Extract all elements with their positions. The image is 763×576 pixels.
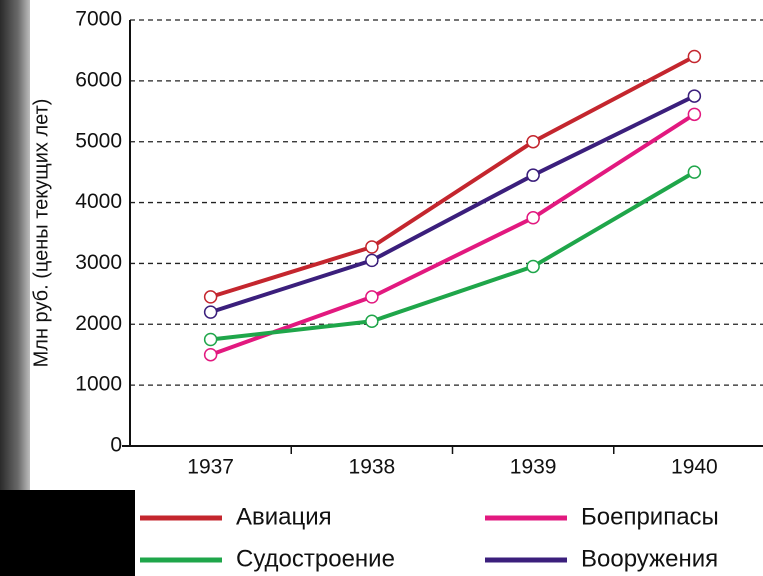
x-tick-label: 1939 (510, 456, 557, 479)
legend-label: Боеприпасы (581, 503, 719, 530)
x-tick-label: 1938 (349, 456, 396, 479)
background-photo (0, 0, 30, 500)
background-dark (0, 490, 135, 576)
point (688, 51, 700, 63)
point (205, 291, 217, 303)
point (366, 254, 378, 266)
x-tick-label: 1937 (187, 456, 234, 479)
y-tick-label: 2000 (75, 312, 122, 335)
point (527, 212, 539, 224)
y-tick-label: 0 (110, 434, 122, 457)
y-axis-label: Млн руб. (цены текущих лет) (30, 99, 52, 368)
y-tick-label: 7000 (75, 8, 122, 31)
series-line (211, 57, 695, 297)
point (205, 349, 217, 361)
point (366, 291, 378, 303)
point (366, 315, 378, 327)
legend-label: Вооружения (581, 545, 718, 572)
y-tick-label: 6000 (75, 68, 122, 91)
point (527, 136, 539, 148)
series-line (211, 96, 695, 312)
y-tick-label: 3000 (75, 251, 122, 274)
y-tick-label: 1000 (75, 373, 122, 396)
series-line (211, 114, 695, 354)
y-tick-label: 5000 (75, 129, 122, 152)
point (527, 169, 539, 181)
point (688, 166, 700, 178)
point (205, 334, 217, 346)
point (366, 241, 378, 253)
x-tick-label: 1940 (671, 456, 718, 479)
point (688, 90, 700, 102)
point (688, 108, 700, 120)
point (527, 260, 539, 272)
point (205, 306, 217, 318)
chart: Млн руб. (цены текущих лет) 0 1000 2000 300… (0, 0, 763, 576)
legend-label: Судостроение (236, 545, 395, 572)
legend-label: Авиация (236, 503, 332, 530)
y-tick-label: 4000 (75, 190, 122, 213)
